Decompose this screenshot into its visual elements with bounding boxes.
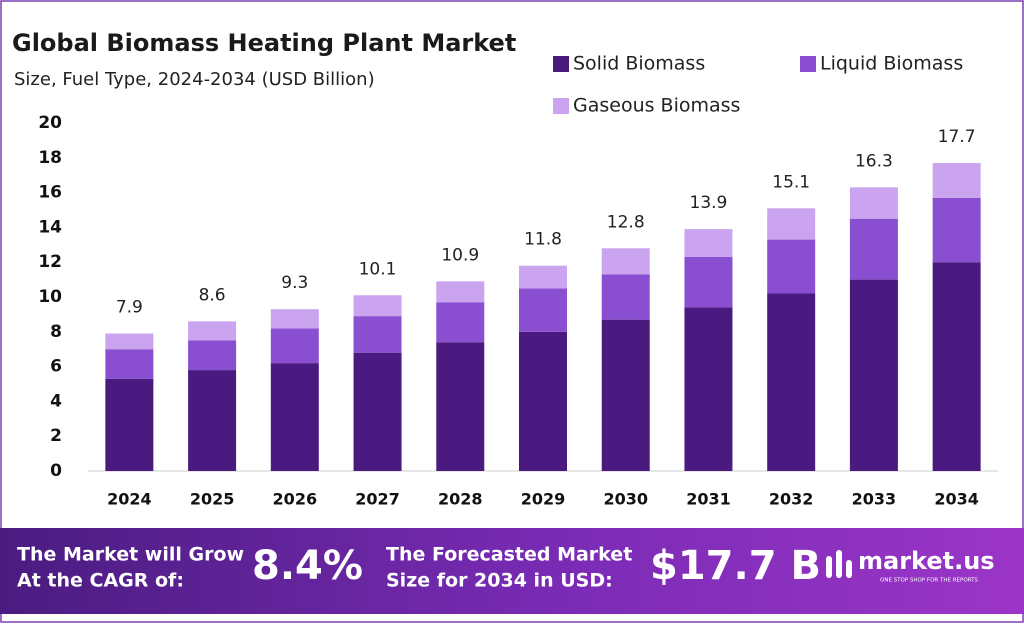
total-label: 7.9 — [116, 298, 143, 318]
bar-segment — [684, 256, 733, 308]
y-tick-label: 10 — [38, 287, 62, 307]
x-tick-label: 2024 — [107, 490, 152, 509]
bar-segment — [849, 218, 898, 280]
bar-segment — [270, 328, 319, 364]
bar-segment — [188, 321, 237, 341]
bar-segment — [767, 239, 816, 294]
bar-segment — [849, 187, 898, 219]
x-tick-label: 2034 — [934, 490, 979, 509]
bar-segment — [436, 281, 485, 303]
bar-segment — [270, 363, 319, 471]
bar-segment — [519, 288, 567, 332]
x-tick-label: 2025 — [190, 490, 235, 509]
bar-segment — [270, 309, 319, 329]
x-tick-label: 2031 — [686, 490, 731, 509]
y-tick-label: 0 — [50, 461, 62, 481]
total-label: 17.7 — [938, 127, 976, 147]
chart-title: Global Biomass Heating Plant Market — [12, 29, 516, 57]
x-tick-label: 2027 — [355, 490, 400, 509]
bar-segment — [188, 340, 237, 371]
bar-segment — [353, 295, 402, 317]
x-tick-label: 2029 — [521, 490, 566, 509]
bar-segment — [188, 370, 237, 471]
bar-segment — [601, 274, 650, 320]
y-tick-label: 8 — [50, 322, 62, 342]
y-tick-label: 14 — [38, 217, 62, 237]
cagr-label: At the CAGR of: — [17, 570, 184, 592]
bar-segment — [601, 319, 650, 471]
legend-label: Liquid Biomass — [820, 53, 963, 75]
cagr-value: 8.4% — [252, 543, 363, 589]
legend-swatch — [800, 56, 816, 72]
legend-swatch — [553, 56, 569, 72]
y-tick-label: 2 — [50, 426, 62, 446]
bar-segment — [684, 307, 733, 471]
bar-segment — [519, 265, 567, 289]
legend-swatch — [553, 98, 569, 114]
bar-segment — [684, 229, 733, 257]
y-tick-label: 6 — [50, 357, 62, 377]
x-tick-label: 2033 — [852, 490, 897, 509]
bar-segment — [849, 279, 898, 471]
bar-segment — [105, 378, 154, 471]
bar-segment — [353, 352, 402, 471]
total-label: 10.9 — [441, 245, 479, 265]
total-label: 9.3 — [281, 273, 308, 293]
footer-band — [0, 528, 1024, 614]
cagr-label: The Market will Grow — [17, 544, 244, 566]
bar-segment — [105, 349, 154, 379]
bar-segment — [932, 163, 981, 198]
y-tick-label: 20 — [38, 113, 62, 133]
total-label: 16.3 — [855, 151, 893, 171]
bar-segment — [932, 197, 981, 263]
bar-segment — [436, 302, 485, 343]
x-tick-label: 2032 — [769, 490, 814, 509]
total-label: 12.8 — [607, 212, 645, 232]
forecast-label: The Forecasted Market — [386, 544, 632, 566]
y-tick-label: 12 — [38, 252, 62, 272]
legend-label: Solid Biomass — [573, 53, 705, 75]
y-tick-label: 18 — [38, 148, 62, 168]
y-tick-label: 16 — [38, 183, 62, 203]
chart-subtitle: Size, Fuel Type, 2024-2034 (USD Billion) — [14, 69, 375, 90]
bar-segment — [519, 331, 567, 471]
forecast-label: Size for 2034 in USD: — [386, 570, 613, 592]
forecast-value: $17.7 B — [650, 543, 821, 589]
bar-segment — [932, 262, 981, 471]
bar-segment — [353, 316, 402, 353]
brand-logo — [826, 550, 852, 578]
brand-tagline: ONE STOP SHOP FOR THE REPORTS — [880, 578, 978, 584]
bar-segment — [601, 248, 650, 275]
total-label: 10.1 — [359, 259, 397, 279]
total-label: 11.8 — [524, 230, 562, 250]
bar-segment — [767, 208, 816, 240]
x-tick-label: 2026 — [273, 490, 318, 509]
legend-label: Gaseous Biomass — [573, 95, 740, 117]
total-label: 13.9 — [690, 193, 728, 213]
x-tick-label: 2030 — [603, 490, 648, 509]
total-label: 15.1 — [772, 172, 810, 192]
x-tick-label: 2028 — [438, 490, 483, 509]
bar-segment — [105, 333, 154, 350]
bar-segment — [436, 342, 485, 471]
bar-segment — [767, 293, 816, 471]
y-tick-label: 4 — [50, 391, 62, 411]
brand-name: market.us — [858, 547, 995, 575]
total-label: 8.6 — [199, 285, 226, 305]
